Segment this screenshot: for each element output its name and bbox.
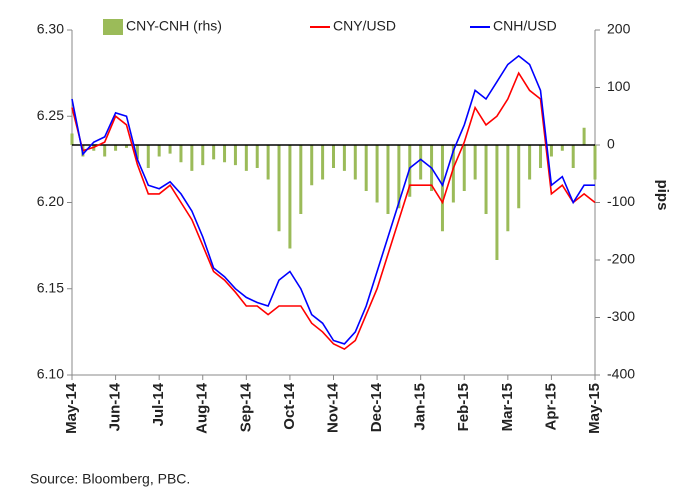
legend-label: CNY-CNH (rhs) <box>126 18 222 34</box>
bar <box>201 145 205 166</box>
bar <box>223 145 227 163</box>
bar <box>321 145 325 180</box>
y2-tick-label: -300 <box>607 308 635 324</box>
bar <box>342 145 346 171</box>
bar <box>419 145 423 180</box>
y-tick-label: 6.30 <box>37 21 64 37</box>
bar <box>364 145 368 191</box>
bar <box>157 145 161 157</box>
bar <box>288 145 292 249</box>
bar <box>484 145 488 214</box>
source-note: Source: Bloomberg, PBC. <box>30 471 190 487</box>
legend-label: CNH/USD <box>493 18 557 34</box>
y-tick-label: 6.15 <box>37 279 64 295</box>
bar <box>375 145 379 203</box>
y2-tick-label: 100 <box>607 78 631 94</box>
x-tick-label: Jan-15 <box>412 383 429 431</box>
bar <box>299 145 303 214</box>
bar <box>353 145 357 180</box>
bar <box>528 145 532 180</box>
bar <box>451 145 455 203</box>
x-tick-label: Nov-14 <box>324 382 341 433</box>
bar <box>70 133 74 145</box>
x-tick-label: Sep-14 <box>237 382 254 432</box>
bar <box>255 145 259 168</box>
bar <box>124 145 128 148</box>
bar <box>310 145 314 186</box>
x-tick-label: Feb-15 <box>455 383 472 431</box>
bar <box>571 145 575 168</box>
x-tick-label: Jul-14 <box>150 382 167 426</box>
x-tick-label: Dec-14 <box>368 382 385 432</box>
bar <box>266 145 270 180</box>
bar <box>397 145 401 209</box>
x-tick-label: Oct-14 <box>281 382 298 429</box>
x-tick-label: Aug-14 <box>194 382 211 433</box>
x-tick-label: May-14 <box>63 382 80 434</box>
bar <box>582 127 586 145</box>
x-tick-label: Jun-14 <box>107 382 124 431</box>
y2-tick-label: -100 <box>607 193 635 209</box>
y2-axis-label: pips <box>654 180 671 211</box>
y-tick-label: 6.20 <box>37 193 64 209</box>
bar <box>233 145 237 166</box>
x-tick-label: Mar-15 <box>499 383 516 431</box>
bar <box>103 145 107 157</box>
bar <box>440 145 444 232</box>
bar <box>114 145 118 151</box>
y-tick-label: 6.25 <box>37 107 64 123</box>
bar <box>277 145 281 232</box>
x-tick-label: May-15 <box>586 383 603 434</box>
bar <box>495 145 499 260</box>
bar <box>506 145 510 232</box>
bar <box>517 145 521 209</box>
legend-label: CNY/USD <box>333 18 396 34</box>
x-tick-label: Apr-15 <box>542 383 559 431</box>
bar <box>146 145 150 168</box>
y2-tick-label: -400 <box>607 366 635 382</box>
line <box>71 54 595 345</box>
bar <box>244 145 248 171</box>
bar <box>190 145 194 171</box>
line <box>71 71 596 351</box>
bar <box>135 145 139 160</box>
bar <box>332 145 335 168</box>
bar <box>168 145 172 154</box>
bar <box>408 145 412 197</box>
bar <box>462 145 466 191</box>
y2-tick-label: 0 <box>607 136 615 152</box>
bar <box>473 145 477 180</box>
y2-tick-label: -200 <box>607 251 635 267</box>
y-tick-label: 6.10 <box>37 366 64 382</box>
bar <box>560 145 564 151</box>
y2-tick-label: 200 <box>607 21 631 37</box>
bar <box>593 145 597 180</box>
bar <box>549 145 553 157</box>
legend-swatch <box>103 19 123 35</box>
bar <box>386 145 390 214</box>
bar <box>179 145 183 163</box>
bar <box>539 145 543 168</box>
bar <box>212 145 216 160</box>
